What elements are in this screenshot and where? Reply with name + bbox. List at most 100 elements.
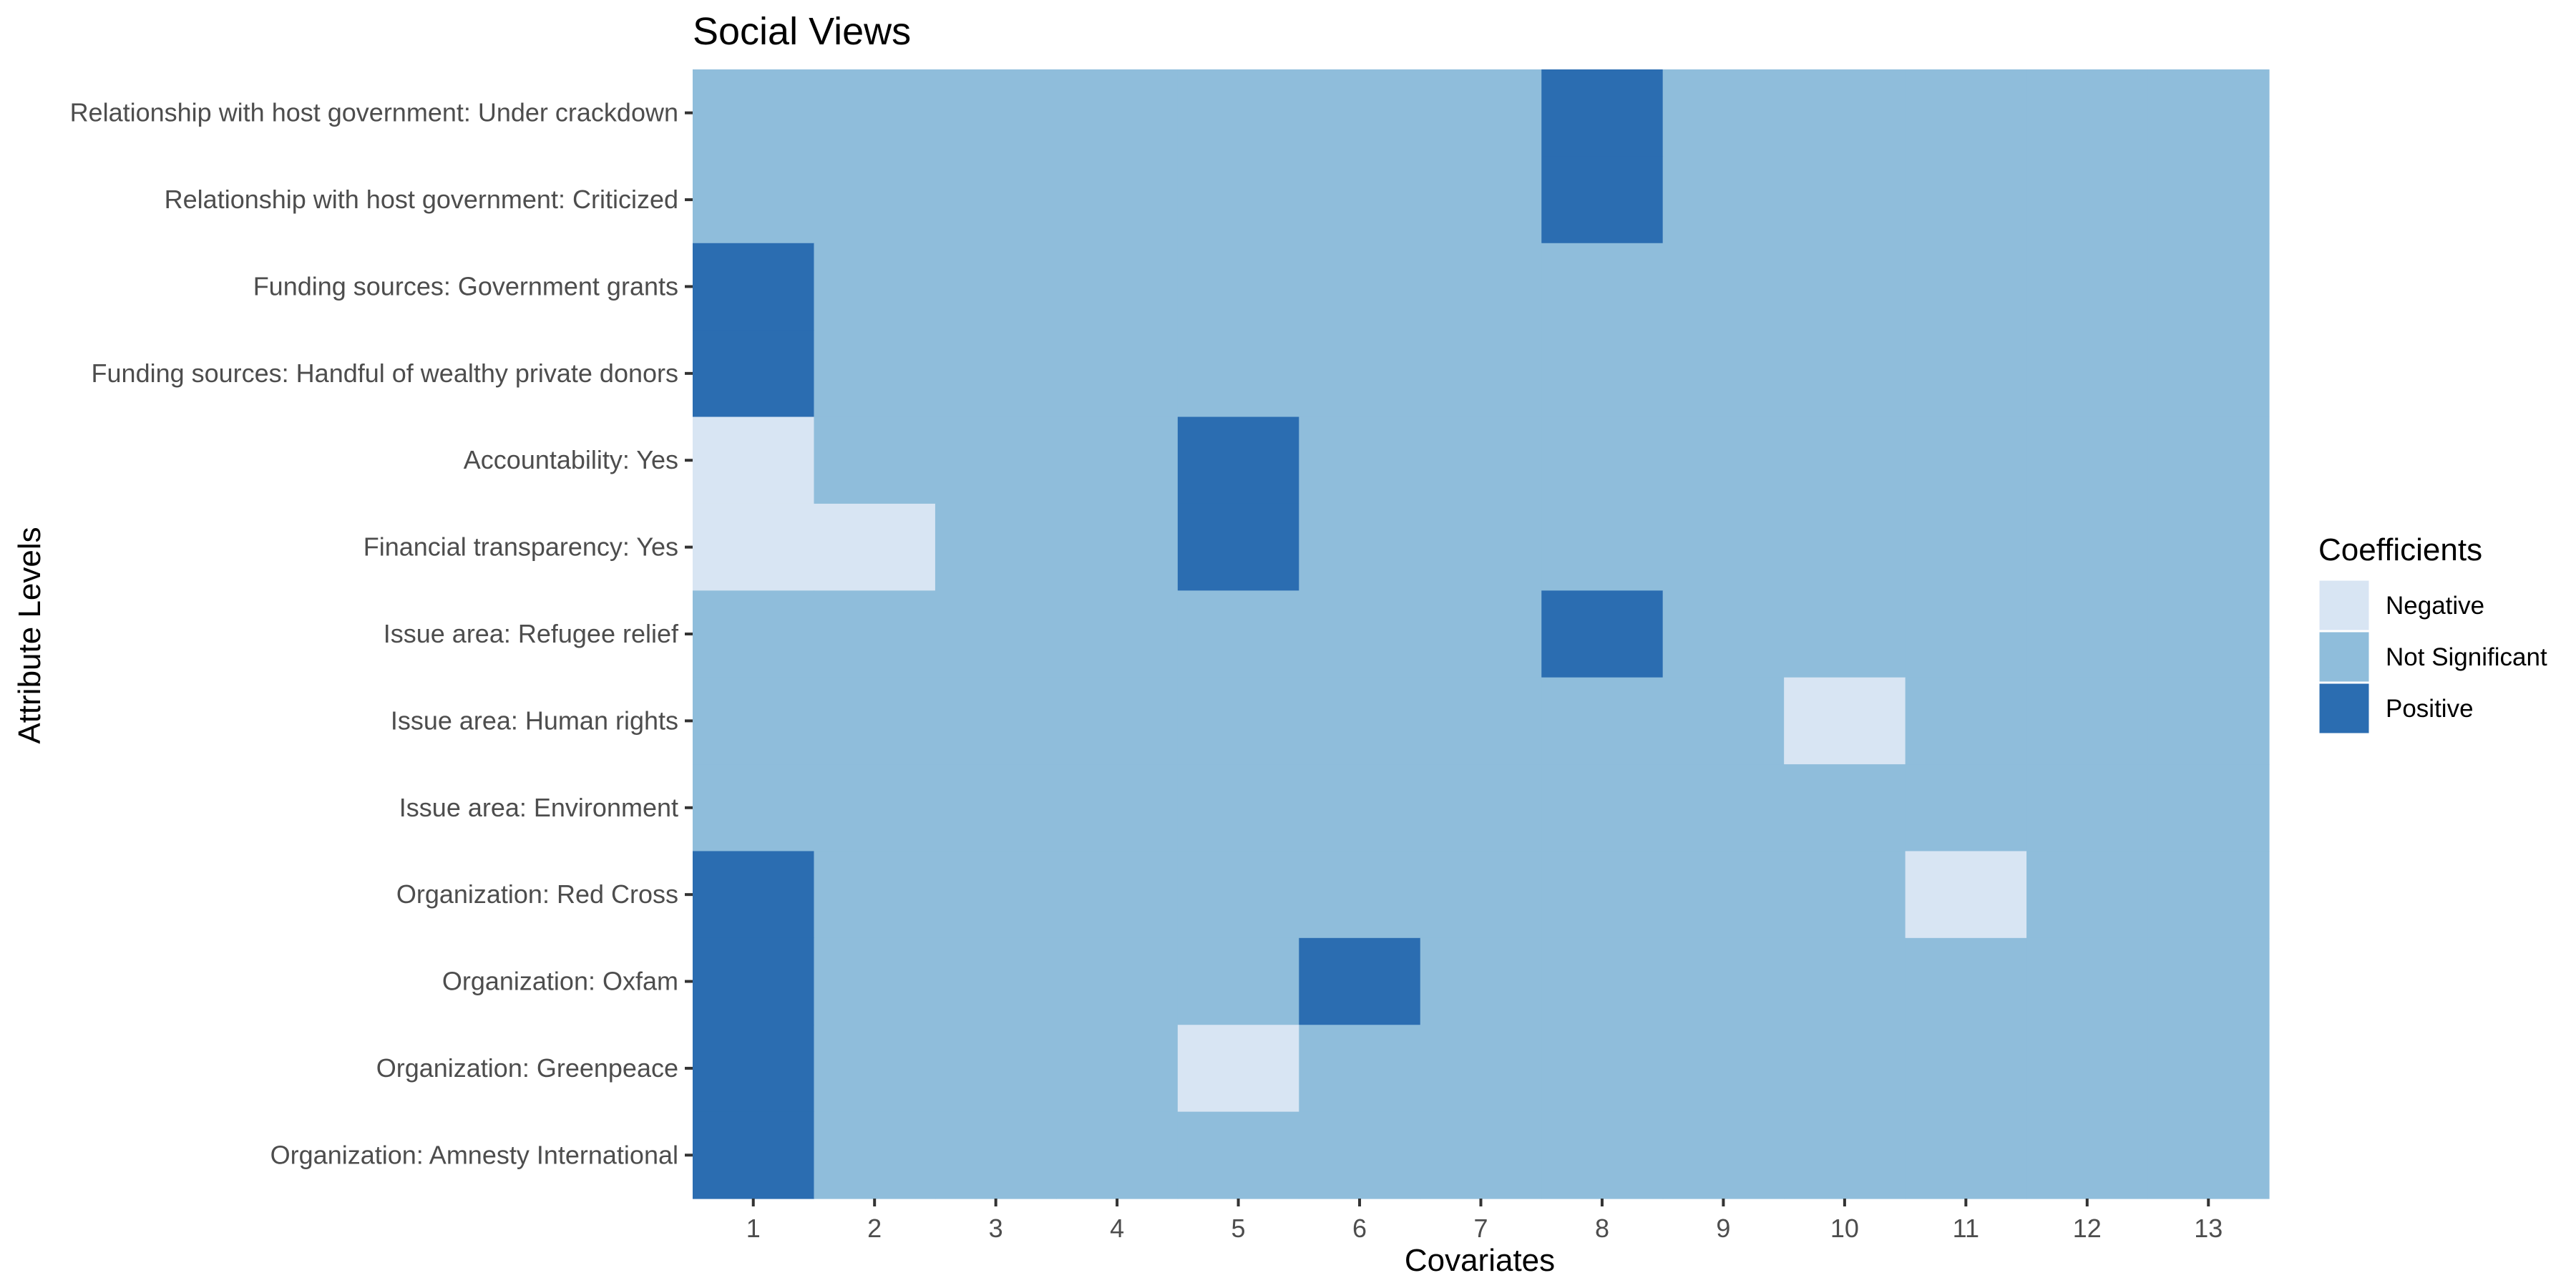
heatmap-cell — [1784, 1111, 1906, 1199]
heatmap-cell — [1177, 243, 1299, 331]
y-tick-label: Organization: Amnesty International — [270, 1140, 678, 1169]
heatmap-cell — [1056, 416, 1179, 504]
y-tick-label: Issue area: Human rights — [391, 706, 678, 735]
heatmap-cell — [1299, 764, 1421, 852]
heatmap-cell — [1784, 851, 1906, 939]
y-tick-label: Funding sources: Government grants — [253, 271, 678, 301]
heatmap-cell — [1420, 851, 1542, 939]
heatmap-cell — [1299, 69, 1421, 157]
heatmap-cell — [693, 1111, 815, 1199]
heatmap-cell — [693, 937, 815, 1025]
heatmap-cell — [1420, 1025, 1542, 1113]
heatmap-cell — [1299, 590, 1421, 678]
heatmap-cell — [1662, 851, 1785, 939]
heatmap-cell — [814, 1025, 936, 1113]
heatmap-cell — [1056, 764, 1179, 852]
heatmap-cell — [1420, 764, 1542, 852]
heatmap-cell — [1905, 677, 2027, 765]
y-tick-label: Issue area: Refugee relief — [384, 619, 679, 648]
heatmap-cell — [2147, 851, 2270, 939]
heatmap-cell — [1056, 851, 1179, 939]
heatmap-cell — [2026, 330, 2149, 418]
legend-title: Coefficients — [2318, 532, 2482, 567]
heatmap-cell — [1177, 503, 1299, 591]
heatmap-cell — [1299, 851, 1421, 939]
heatmap-cell — [1784, 243, 1906, 331]
heatmap-cell — [1662, 503, 1785, 591]
heatmap-cell — [2147, 1111, 2270, 1199]
heatmap-cell — [1299, 1111, 1421, 1199]
heatmap-cell — [1905, 851, 2027, 939]
heatmap-cell — [1420, 590, 1542, 678]
heatmap-cell — [1420, 416, 1542, 504]
heatmap-cell — [1541, 677, 1664, 765]
heatmap-cell — [2026, 677, 2149, 765]
heatmap-cell — [1784, 330, 1906, 418]
heatmap-cell — [2026, 243, 2149, 331]
heatmap-cell — [1420, 937, 1542, 1025]
heatmap-cell — [693, 851, 815, 939]
heatmap-cell — [935, 69, 1057, 157]
heatmap-cell — [1905, 156, 2027, 244]
heatmap-cell — [935, 1025, 1057, 1113]
x-tick-label: 13 — [2194, 1214, 2223, 1243]
y-tick-label: Financial transparency: Yes — [364, 532, 678, 562]
heatmap-cell — [693, 243, 815, 331]
heatmap-cell — [1541, 1111, 1664, 1199]
heatmap-cell — [2147, 677, 2270, 765]
x-axis-label: Covariates — [1405, 1243, 1555, 1278]
heatmap-cell — [1662, 677, 1785, 765]
heatmap-cell — [814, 503, 936, 591]
heatmap-cell — [814, 69, 936, 157]
y-tick-label: Issue area: Environment — [399, 793, 678, 822]
heatmap-cell — [693, 503, 815, 591]
heatmap-cell — [1056, 503, 1179, 591]
x-tick-label: 10 — [1830, 1214, 1859, 1243]
heatmap-cell — [2026, 416, 2149, 504]
heatmap-cell — [1541, 851, 1664, 939]
heatmap-cell — [1784, 1025, 1906, 1113]
chart-title: Social Views — [693, 10, 911, 53]
legend: Coefficients Negative Not Significant Posi… — [2317, 532, 2547, 736]
heatmap-cell — [1662, 937, 1785, 1025]
x-axis: 1 2 3 4 5 6 7 8 9 10 11 12 13 — [746, 1199, 2223, 1243]
heatmap-cell — [2147, 1025, 2270, 1113]
heatmap-cell — [1299, 503, 1421, 591]
heatmap-cell — [1177, 69, 1299, 157]
x-tick-label: 11 — [1953, 1214, 1979, 1243]
heatmap-cell — [935, 156, 1057, 244]
heatmap-cell — [935, 764, 1057, 852]
x-tick-label: 1 — [746, 1214, 761, 1243]
y-tick-label: Accountability: Yes — [464, 445, 678, 474]
heatmap-cell — [693, 416, 815, 504]
heatmap-cell — [1299, 330, 1421, 418]
heatmap-cell — [1056, 69, 1179, 157]
y-tick-label: Relationship with host government: Criti… — [165, 185, 678, 214]
heatmap-cell — [1784, 503, 1906, 591]
heatmap-cell — [1662, 69, 1785, 157]
heatmap-cell — [2026, 1025, 2149, 1113]
heatmap-cell — [1056, 677, 1179, 765]
heatmap-cell — [1299, 416, 1421, 504]
heatmap-cell — [935, 677, 1057, 765]
heatmap-cell — [2026, 69, 2149, 157]
heatmap-cell — [2147, 69, 2270, 157]
heatmap-cell — [935, 590, 1057, 678]
heatmap-cell — [1177, 590, 1299, 678]
x-tick-label: 6 — [1352, 1214, 1367, 1243]
heatmap-cell — [1905, 1025, 2027, 1113]
heatmap-cell — [814, 851, 936, 939]
heatmap-cell — [1056, 937, 1179, 1025]
heatmap-cell — [1784, 937, 1906, 1025]
heatmap-cell — [1420, 1111, 1542, 1199]
heatmap-cell — [693, 677, 815, 765]
heatmap-cell — [693, 764, 815, 852]
y-tick-label: Relationship with host government: Under… — [70, 98, 678, 127]
heatmap-cell — [1541, 1025, 1664, 1113]
y-axis: Relationship with host government: Under… — [70, 98, 693, 1169]
heatmap-cell — [1541, 330, 1664, 418]
heatmap-cell — [2147, 764, 2270, 852]
heatmap-cell — [1541, 590, 1664, 678]
heatmap-cell — [1541, 764, 1664, 852]
